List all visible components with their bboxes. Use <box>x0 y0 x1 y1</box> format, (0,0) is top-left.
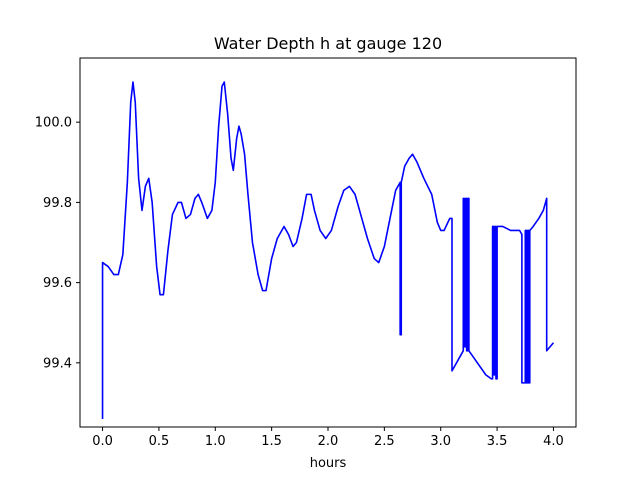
x-axis-label: hours <box>310 456 347 471</box>
x-tick-label: 3.0 <box>430 434 451 449</box>
x-tick-label: 1.0 <box>205 434 226 449</box>
x-tick-label: 0.5 <box>149 434 170 449</box>
chart-title: Water Depth h at gauge 120 <box>214 34 442 53</box>
x-tick-label: 2.0 <box>318 434 339 449</box>
y-tick-label: 100.0 <box>35 116 72 131</box>
x-tick-label: 1.5 <box>261 434 282 449</box>
x-tick-label: 0.0 <box>92 434 113 449</box>
y-tick-label: 99.6 <box>43 276 72 291</box>
y-tick-label: 99.8 <box>43 196 72 211</box>
x-tick-label: 2.5 <box>374 434 395 449</box>
x-axis: 0.0 0.5 1.0 1.5 2.0 2.5 3.0 3.5 4.0 <box>92 427 564 449</box>
series-line <box>101 81 555 419</box>
y-tick-label: 99.4 <box>43 356 72 371</box>
series-layer <box>101 81 555 419</box>
x-tick-label: 4.0 <box>543 434 564 449</box>
y-axis: 99.4 99.6 99.8 100.0 <box>35 116 80 371</box>
x-tick-label: 3.5 <box>487 434 508 449</box>
